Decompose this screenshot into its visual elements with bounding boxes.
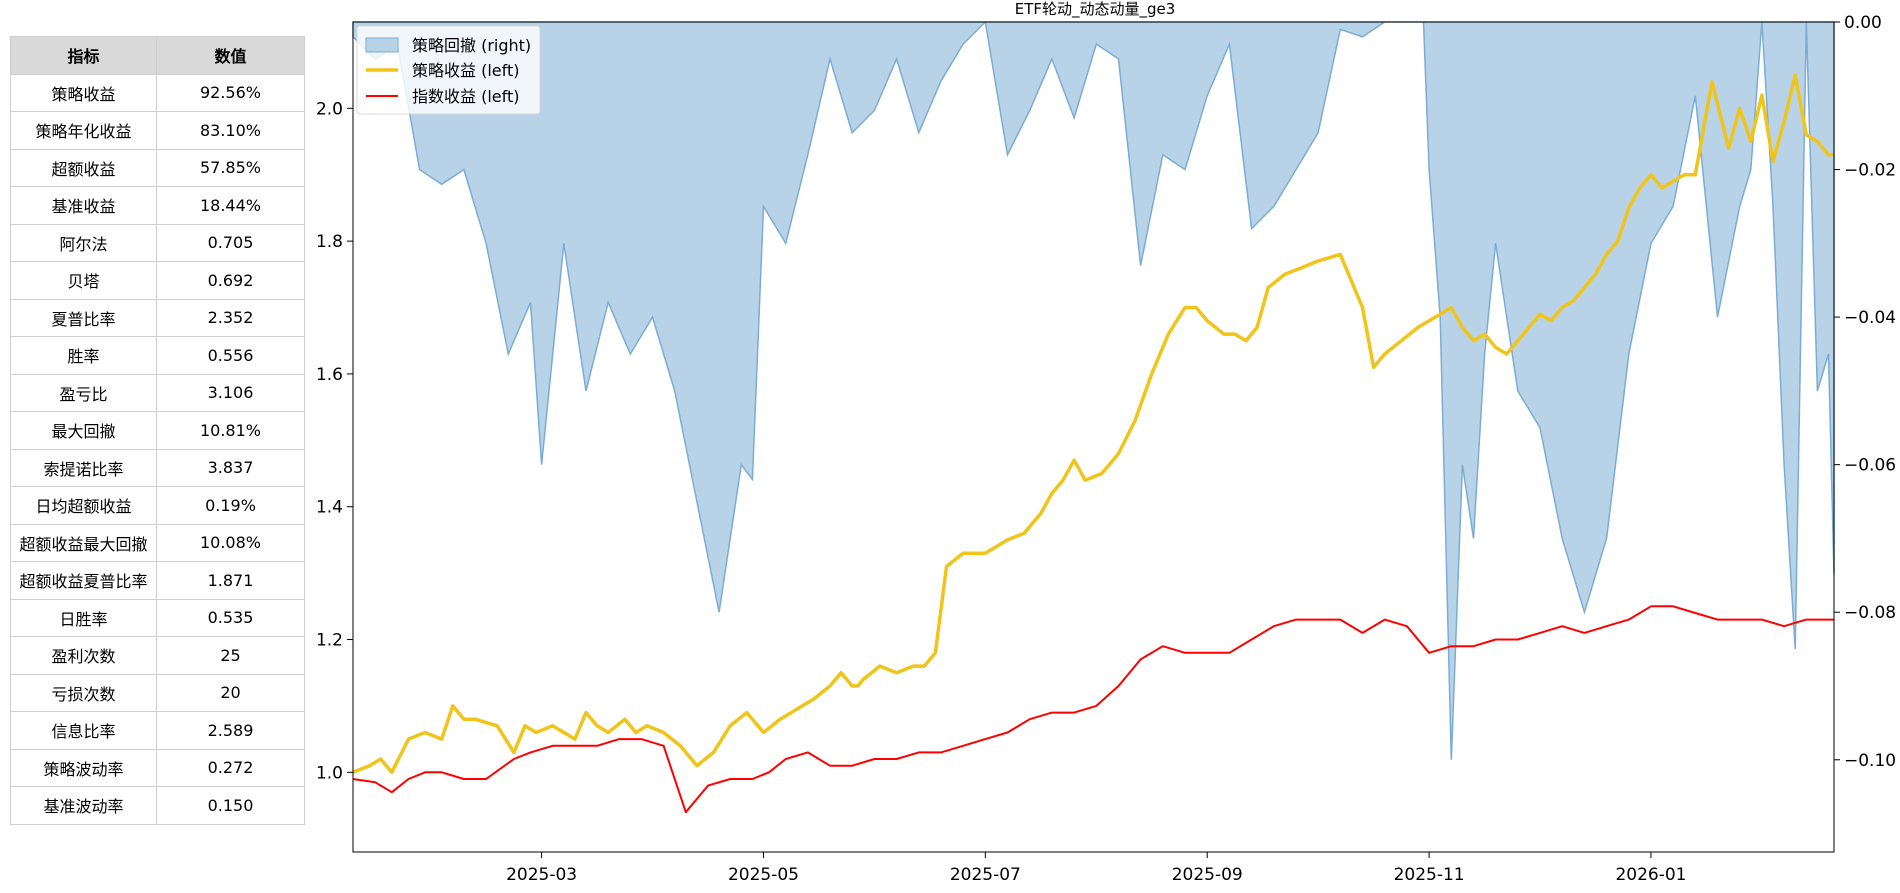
drawdown-area xyxy=(352,20,1835,760)
right-tick-label: 0.00 xyxy=(1844,13,1882,33)
table-row: 索提诺比率 3.837 xyxy=(10,448,305,487)
table-row: 夏普比率 2.352 xyxy=(10,298,305,337)
legend: 策略回撤 (right) 策略收益 (left) 指数收益 (left) xyxy=(356,25,541,115)
metric-value-cell: 0.705 xyxy=(156,223,305,262)
metric-name-cell: 超额收益夏普比率 xyxy=(10,561,157,600)
strategy-return-line xyxy=(352,73,1834,775)
metric-value-cell: 18.44% xyxy=(156,186,305,225)
metric-name-cell: 策略收益 xyxy=(10,73,157,112)
table-row: 日胜率 0.535 xyxy=(10,598,305,637)
legend-box xyxy=(356,25,541,115)
left-tick-label: 1.8 xyxy=(316,232,343,252)
table-row: 策略收益 92.56% xyxy=(10,73,305,112)
x-tick-label: 2025-07 xyxy=(950,865,1021,885)
index-return-line xyxy=(352,605,1834,814)
table-row: 超额收益最大回撤 10.08% xyxy=(10,523,305,562)
metric-value-cell: 0.692 xyxy=(156,261,305,300)
right-tick-label: −0.04 xyxy=(1844,308,1896,328)
metric-name-cell: 贝塔 xyxy=(10,261,157,300)
table-row: 胜率 0.556 xyxy=(10,336,305,375)
table-row: 超额收益夏普比率 1.871 xyxy=(10,561,305,600)
metric-value-cell: 0.535 xyxy=(156,598,305,637)
table-row: 信息比率 2.589 xyxy=(10,711,305,750)
metric-value-cell: 10.08% xyxy=(156,523,305,562)
chart-title: ETF轮动_动态动量_ge3 xyxy=(1015,0,1176,19)
table-row: 贝塔 0.692 xyxy=(10,261,305,300)
table-row: 阿尔法 0.705 xyxy=(10,223,305,262)
metric-name-cell: 基准收益 xyxy=(10,186,157,225)
left-tick-label: 1.2 xyxy=(316,631,343,651)
metric-value-cell: 2.352 xyxy=(156,298,305,337)
left-axis: 1.0 1.2 1.4 1.6 1.8 2.0 xyxy=(316,99,353,783)
metric-value-cell: 92.56% xyxy=(156,73,305,112)
header-value: 数值 xyxy=(156,36,305,75)
legend-label-index: 指数收益 (left) xyxy=(412,87,520,106)
metric-name-cell: 夏普比率 xyxy=(10,298,157,337)
metric-name-cell: 日均超额收益 xyxy=(10,486,157,525)
metric-name-cell: 策略波动率 xyxy=(10,748,157,787)
metric-value-cell: 2.589 xyxy=(156,711,305,750)
metric-name-cell: 亏损次数 xyxy=(10,673,157,712)
right-tick-label: −0.10 xyxy=(1844,751,1896,771)
x-tick-label: 2025-11 xyxy=(1394,865,1465,885)
right-tick-label: −0.02 xyxy=(1844,161,1896,181)
metric-name-cell: 超额收益 xyxy=(10,148,157,187)
legend-label-strategy: 策略收益 (left) xyxy=(412,61,520,80)
metric-value-cell: 3.106 xyxy=(156,373,305,412)
right-tick-label: −0.08 xyxy=(1844,603,1896,623)
left-tick-label: 1.6 xyxy=(316,365,343,385)
table-row: 日均超额收益 0.19% xyxy=(10,486,305,525)
left-tick-label: 2.0 xyxy=(316,99,343,119)
metric-value-cell: 3.837 xyxy=(156,448,305,487)
left-tick-label: 1.4 xyxy=(316,498,343,518)
x-tick-label: 2025-03 xyxy=(506,865,577,885)
right-tick-label: −0.06 xyxy=(1844,456,1896,476)
left-tick-label: 1.0 xyxy=(316,763,343,783)
table-header-row: 指标 数值 xyxy=(10,36,305,75)
table-row: 超额收益 57.85% xyxy=(10,148,305,187)
metric-value-cell: 0.19% xyxy=(156,486,305,525)
table-row: 策略年化收益 83.10% xyxy=(10,111,305,150)
table-row: 最大回撤 10.81% xyxy=(10,411,305,450)
metric-value-cell: 1.871 xyxy=(156,561,305,600)
metric-value-cell: 83.10% xyxy=(156,111,305,150)
table-row: 盈亏比 3.106 xyxy=(10,373,305,412)
x-tick-label: 2025-05 xyxy=(728,865,799,885)
x-tick-label: 2026-01 xyxy=(1615,865,1686,885)
metrics-body: 策略收益 92.56% 策略年化收益 83.10% 超额收益 57.85% 基准收益 18.4… xyxy=(10,73,305,825)
metric-name-cell: 阿尔法 xyxy=(10,223,157,262)
drawdown-layer xyxy=(352,20,1835,760)
metric-name-cell: 盈亏比 xyxy=(10,373,157,412)
metrics-table: 指标 数值 策略收益 92.56% 策略年化收益 83.10% 超额收益 57.85% 基准… xyxy=(10,36,305,825)
x-tick-label: 2025-09 xyxy=(1172,865,1243,885)
plot-frame xyxy=(352,21,1835,853)
right-axis: 0.00 −0.02 −0.04 −0.06 −0.08 −0.10 xyxy=(1834,13,1896,771)
metric-name-cell: 基准波动率 xyxy=(10,786,157,825)
legend-label-drawdown: 策略回撤 (right) xyxy=(412,36,531,55)
table-row: 基准收益 18.44% xyxy=(10,186,305,225)
metric-value-cell: 57.85% xyxy=(156,148,305,187)
table-row: 基准波动率 0.150 xyxy=(10,786,305,825)
lines-layer xyxy=(352,73,1834,814)
metric-name-cell: 信息比率 xyxy=(10,711,157,750)
metric-name-cell: 超额收益最大回撤 xyxy=(10,523,157,562)
legend-swatch-drawdown xyxy=(365,37,399,53)
x-axis: 2025-03 2025-05 2025-07 2025-09 2025-11 2026-… xyxy=(506,852,1686,885)
table-row: 策略波动率 0.272 xyxy=(10,748,305,787)
metric-value-cell: 0.150 xyxy=(156,786,305,825)
header-metric: 指标 xyxy=(10,36,157,75)
